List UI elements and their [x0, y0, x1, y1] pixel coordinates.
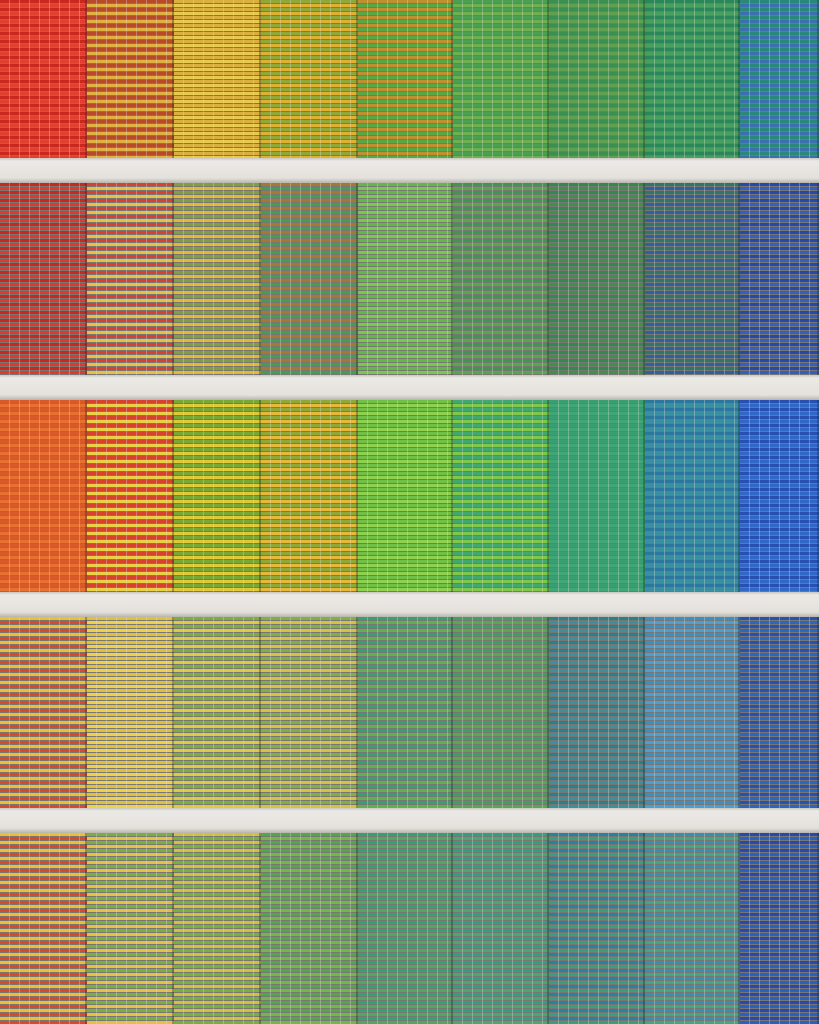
- blind-panel: [645, 183, 740, 375]
- blind-panel: [0, 183, 87, 375]
- blind-panel: [174, 833, 261, 1024]
- blind-panel: [453, 617, 549, 808]
- floor-beam: [0, 592, 819, 617]
- floor-beam: [0, 375, 819, 400]
- blind-panel: [358, 617, 453, 808]
- blind-panel: [740, 0, 819, 158]
- blind-panel: [549, 400, 645, 592]
- blind-panel: [174, 400, 261, 592]
- blind-panel: [549, 183, 645, 375]
- blind-panel: [740, 183, 819, 375]
- blind-panel: [261, 400, 358, 592]
- blind-panel: [740, 833, 819, 1024]
- blind-panel: [87, 0, 174, 158]
- blind-panel: [358, 0, 453, 158]
- blind-panel: [645, 617, 740, 808]
- blind-panel: [358, 833, 453, 1024]
- blind-panel: [0, 833, 87, 1024]
- blind-panel: [453, 183, 549, 375]
- blind-panel: [174, 617, 261, 808]
- blind-panel: [740, 617, 819, 808]
- blind-panel: [358, 400, 453, 592]
- blind-panel: [0, 0, 87, 158]
- blind-panel: [261, 833, 358, 1024]
- blind-panel: [87, 183, 174, 375]
- blind-panel: [261, 0, 358, 158]
- blind-panel: [174, 183, 261, 375]
- blind-panel: [0, 400, 87, 592]
- blind-panel: [87, 833, 174, 1024]
- blind-panel: [740, 400, 819, 592]
- blind-panel: [549, 617, 645, 808]
- blind-panel: [261, 183, 358, 375]
- blind-panel: [453, 400, 549, 592]
- blind-panel: [645, 0, 740, 158]
- blind-panel: [549, 0, 645, 158]
- floor-beam: [0, 158, 819, 183]
- blind-panel: [87, 617, 174, 808]
- blind-panel: [645, 833, 740, 1024]
- blind-panel: [87, 400, 174, 592]
- blind-panel: [0, 617, 87, 808]
- blind-panel: [174, 0, 261, 158]
- floor-beam: [0, 808, 819, 833]
- blind-panel: [261, 617, 358, 808]
- blind-panel: [358, 183, 453, 375]
- blind-panel: [453, 0, 549, 158]
- blind-panel: [453, 833, 549, 1024]
- blind-panel: [549, 833, 645, 1024]
- blind-panel: [645, 400, 740, 592]
